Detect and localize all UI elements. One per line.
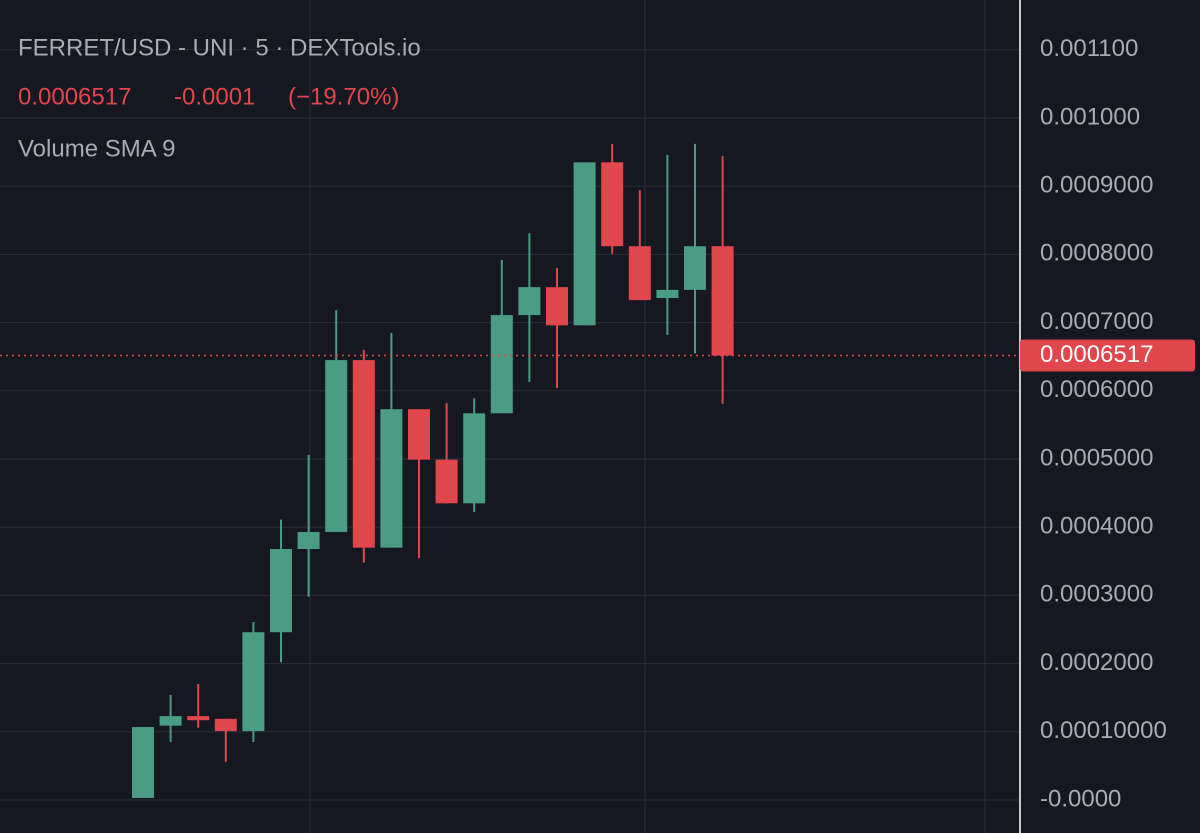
y-tick-label: 0.0006000 (1040, 376, 1153, 403)
candle-body (518, 287, 541, 316)
candle-body (270, 549, 292, 633)
candle-body (297, 531, 320, 550)
candle-body (242, 632, 265, 732)
plot (0, 49, 1020, 801)
candle-body (573, 162, 596, 326)
chart-title: FERRET/USD - UNI · 5 · DEXTools.io (18, 34, 421, 61)
candle-body (684, 246, 706, 290)
candle-body (380, 409, 403, 548)
y-tick-label: 0.0002000 (1040, 649, 1153, 676)
candle-body (435, 459, 458, 504)
price-change: -0.0001 (174, 83, 255, 110)
candle-body (656, 289, 679, 299)
y-tick-label: -0.0000 (1040, 785, 1121, 812)
last-price: 0.0006517 (18, 83, 131, 110)
y-tick-label: 0.0009000 (1040, 172, 1153, 199)
indicator-label: Volume SMA 9 (18, 135, 175, 162)
price-tag-label: 0.0006517 (1040, 341, 1153, 368)
candle-body (463, 413, 486, 504)
candle-body (628, 246, 651, 301)
candle-body (490, 315, 513, 414)
candle-body (325, 360, 348, 532)
candle-body (159, 716, 182, 726)
candle-body (711, 246, 734, 356)
y-tick-label: 0.0008000 (1040, 240, 1153, 267)
y-tick-label: 0.0004000 (1040, 513, 1153, 540)
candle-body (601, 162, 624, 247)
y-tick-label: 0.001100 (1040, 35, 1138, 62)
price-change-percent: (−19.70%) (288, 83, 399, 110)
candle-body (352, 360, 375, 548)
candle-body (214, 718, 237, 732)
y-tick-label: 0.0003000 (1040, 581, 1153, 608)
price-tag (1020, 339, 1195, 372)
y-tick-label: 0.001000 (1040, 103, 1140, 130)
candle-body (408, 409, 430, 460)
y-tick-label: 0.0007000 (1040, 308, 1153, 335)
candle-body (132, 727, 154, 798)
y-tick-label: 0.00010000 (1040, 717, 1167, 744)
y-tick-label: 0.0005000 (1040, 444, 1153, 471)
candle-body (546, 287, 568, 326)
candle-body (187, 716, 210, 721)
